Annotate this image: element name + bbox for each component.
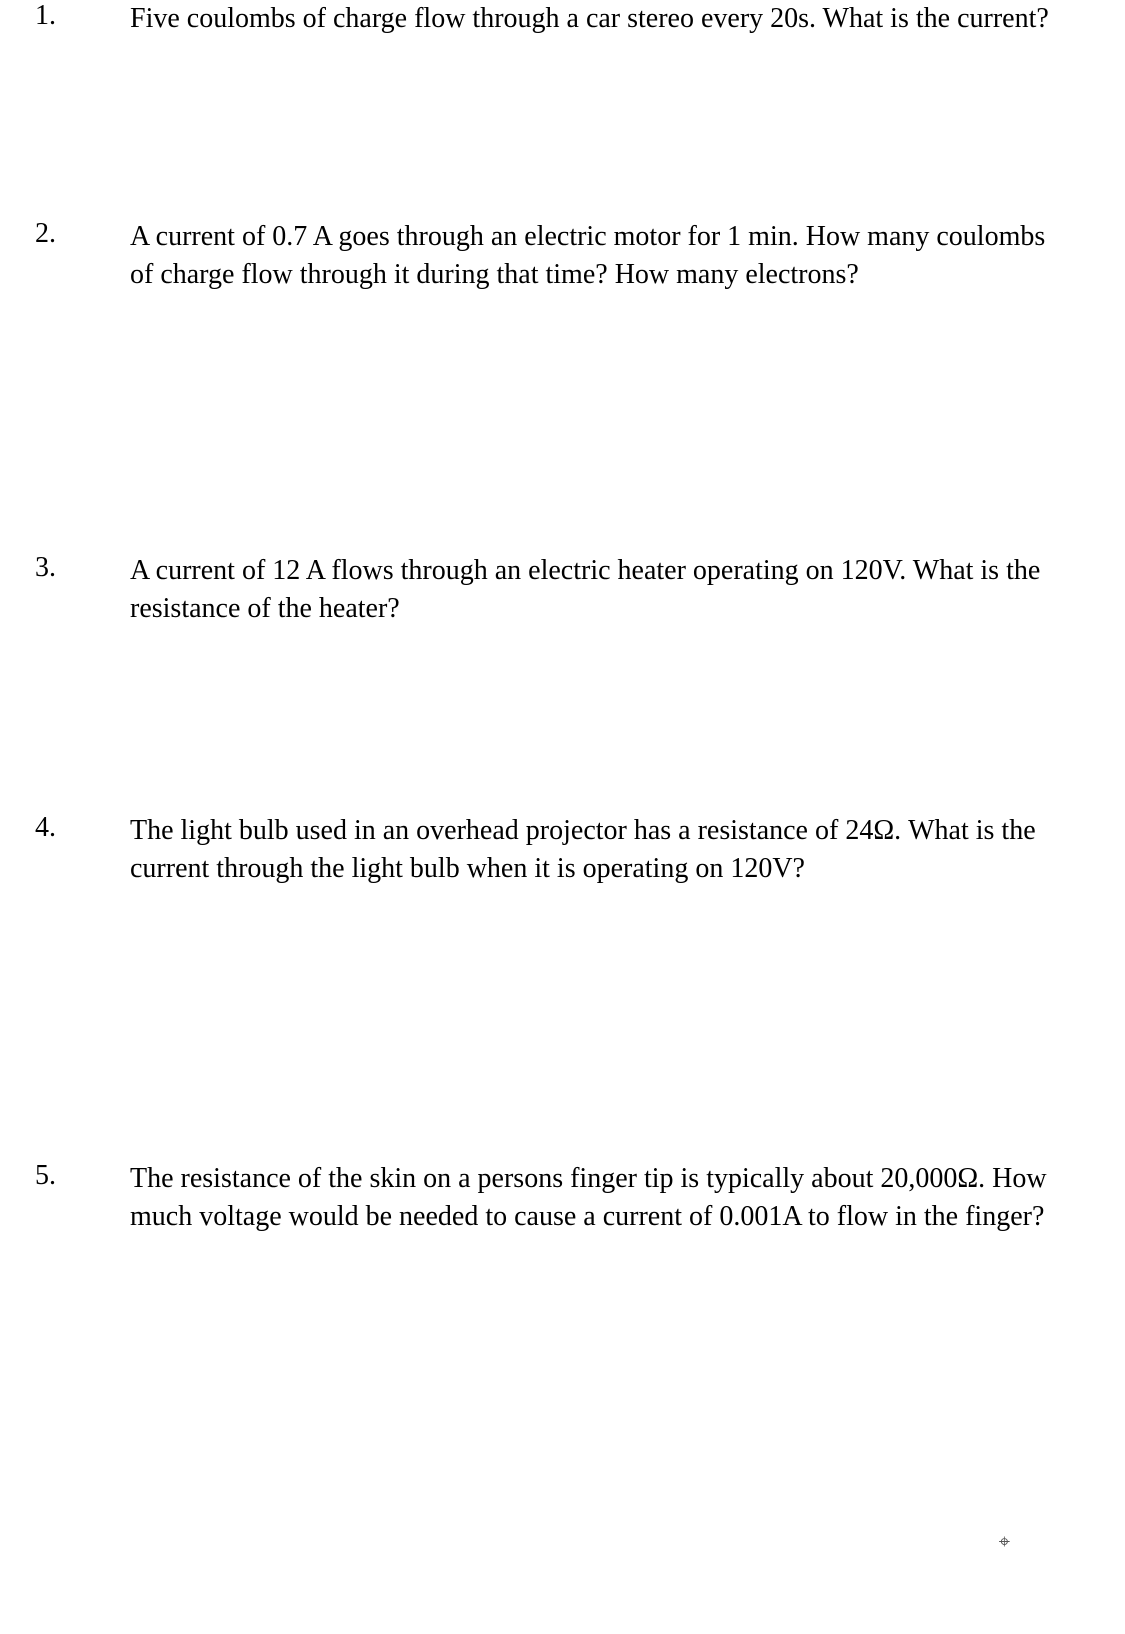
question-number: 4. xyxy=(30,812,130,844)
question-text: Five coulombs of charge flow through a c… xyxy=(130,0,1095,38)
question-number: 2. xyxy=(30,218,130,250)
question-text: A current of 12 A flows through an elect… xyxy=(130,552,1095,628)
question-text: The resistance of the skin on a persons … xyxy=(130,1160,1095,1236)
question-1: 1. Five coulombs of charge flow through … xyxy=(30,0,1095,38)
question-5: 5. The resistance of the skin on a perso… xyxy=(30,1160,1095,1236)
question-text: The light bulb used in an overhead proje… xyxy=(130,812,1095,888)
question-4: 4. The light bulb used in an overhead pr… xyxy=(30,812,1095,888)
question-number: 3. xyxy=(30,552,130,584)
cursor-icon: ⌖ xyxy=(999,1531,1010,1554)
question-3: 3. A current of 12 A flows through an el… xyxy=(30,552,1095,628)
question-number: 5. xyxy=(30,1160,130,1192)
question-number: 1. xyxy=(30,0,130,32)
question-2: 2. A current of 0.7 A goes through an el… xyxy=(30,218,1095,294)
question-text: A current of 0.7 A goes through an elect… xyxy=(130,218,1095,294)
